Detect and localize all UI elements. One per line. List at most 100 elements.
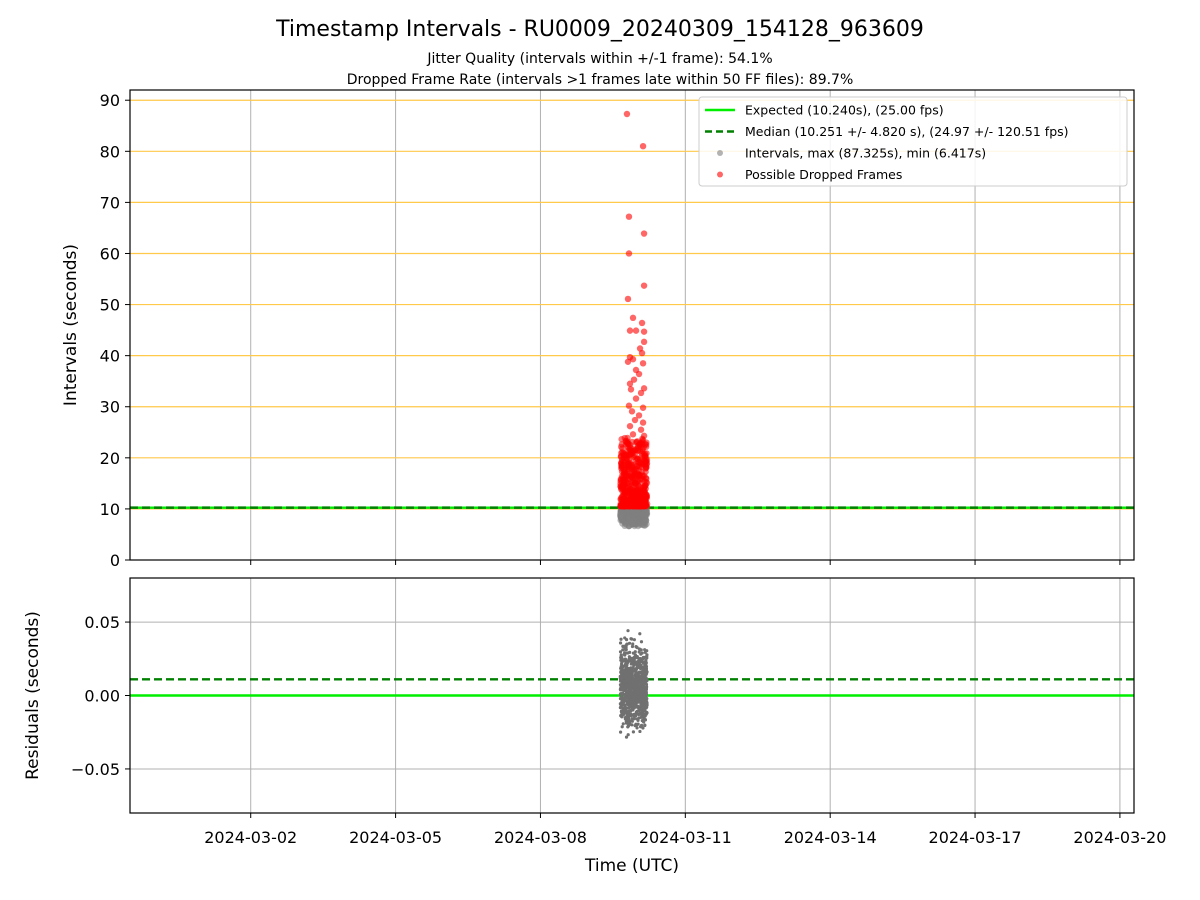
- dropped-frame-point: [625, 402, 633, 409]
- residual-point: [635, 704, 640, 708]
- residual-point: [627, 670, 631, 674]
- legend-median-label: Median (10.251 +/- 4.820 s), (24.97 +/- …: [745, 124, 1069, 139]
- dropped-frame-point: [626, 422, 634, 430]
- dropped-frame-point: [636, 442, 643, 449]
- residual-point: [620, 673, 624, 677]
- residual-point: [626, 651, 630, 655]
- residuals-panel: −0.050.000.05 2024-03-02 2024-03-05 2024-0…: [23, 577, 1166, 876]
- residual-point: [630, 674, 634, 678]
- interval-point: [625, 513, 632, 521]
- residual-point: [641, 712, 645, 716]
- residual-point: [640, 696, 645, 701]
- residual-point: [630, 706, 635, 710]
- dropped-frame-point: [638, 349, 646, 357]
- residual-point: [639, 663, 643, 667]
- residual-point: [631, 642, 635, 646]
- residual-point: [645, 656, 649, 660]
- dropped-frame-point: [642, 502, 650, 509]
- residual-point: [643, 665, 647, 669]
- residual-point: [619, 653, 623, 657]
- intervals-y-tick-label: 90: [100, 91, 120, 110]
- dropped-frame-point: [640, 328, 648, 335]
- residual-point: [623, 636, 627, 640]
- x-axis-label: Time (UTC): [584, 856, 679, 876]
- x-tick-label: 2024-03-05: [349, 828, 442, 847]
- dropped-frame-point: [629, 314, 637, 322]
- residual-point: [645, 685, 649, 689]
- residual-point: [620, 682, 624, 686]
- residual-point: [624, 665, 628, 670]
- dropped-frame-point: [619, 485, 626, 492]
- dropped-frame-point: [629, 454, 637, 461]
- dropped-frame-point: [632, 395, 640, 402]
- interval-point: [629, 508, 637, 515]
- residual-point: [623, 703, 627, 707]
- residual-point: [629, 709, 633, 713]
- residual-point: [627, 706, 631, 710]
- residual-point: [633, 650, 637, 654]
- residual-point: [640, 666, 644, 670]
- dropped-frame-point: [618, 441, 626, 448]
- residual-point: [639, 703, 643, 707]
- intervals-plot-frame: [129, 89, 1135, 561]
- residual-point: [637, 674, 641, 678]
- residual-point: [645, 678, 649, 683]
- intervals-y-tick-label: 30: [100, 398, 120, 417]
- legend-expected-label: Expected (10.240s), (25.00 fps): [745, 103, 944, 118]
- residuals-series-points: [618, 629, 649, 739]
- residual-point: [618, 641, 623, 645]
- legend-intervals-label: Intervals, max (87.325s), min (6.417s): [745, 146, 986, 161]
- residual-point: [634, 656, 638, 660]
- interval-point: [623, 521, 630, 528]
- residual-point: [625, 642, 629, 646]
- residual-point: [627, 698, 631, 703]
- dropped-frame-point: [622, 496, 629, 503]
- residual-point: [630, 700, 634, 704]
- x-tick-label: 2024-03-20: [1073, 828, 1166, 847]
- dropped-frame-point: [632, 466, 640, 473]
- residual-point: [632, 714, 636, 718]
- residual-point: [627, 694, 631, 699]
- dropped-frame-point: [627, 441, 634, 449]
- residual-point: [638, 729, 642, 734]
- intervals-y-tick-label: 40: [100, 347, 120, 366]
- residual-point: [627, 641, 632, 645]
- residual-point: [624, 677, 628, 681]
- residual-point: [626, 733, 630, 737]
- residual-point: [619, 637, 623, 641]
- dropped-frame-point: [617, 478, 624, 485]
- dropped-frame-point: [624, 358, 632, 365]
- residual-point: [643, 676, 647, 680]
- dropped-frame-point: [631, 481, 639, 488]
- residual-point: [620, 715, 624, 719]
- residual-point: [630, 644, 635, 649]
- residual-point: [636, 695, 640, 699]
- dropped-frame-point: [625, 460, 632, 468]
- residual-point: [639, 652, 643, 656]
- residual-point: [640, 657, 645, 661]
- residual-point: [629, 712, 633, 716]
- residual-point: [621, 648, 625, 652]
- dropped-frame-point: [640, 385, 648, 392]
- residual-point: [620, 725, 624, 729]
- residual-point: [622, 700, 626, 704]
- residual-point: [644, 703, 648, 707]
- residual-point: [643, 650, 647, 654]
- residual-point: [624, 674, 628, 678]
- residual-point: [621, 722, 625, 726]
- dropped-frames-series-points: [617, 110, 651, 510]
- residual-point: [640, 680, 644, 685]
- residual-point: [618, 688, 623, 692]
- residual-point: [645, 710, 649, 714]
- residual-point: [631, 669, 635, 673]
- x-tick-label: 2024-03-11: [639, 828, 732, 847]
- residual-point: [640, 686, 644, 691]
- residual-point: [631, 703, 636, 707]
- residual-point: [619, 664, 623, 669]
- dropped-frame-point: [626, 380, 634, 387]
- residual-point: [623, 657, 627, 661]
- dropped-frame-point: [629, 496, 637, 503]
- residual-point: [624, 645, 628, 649]
